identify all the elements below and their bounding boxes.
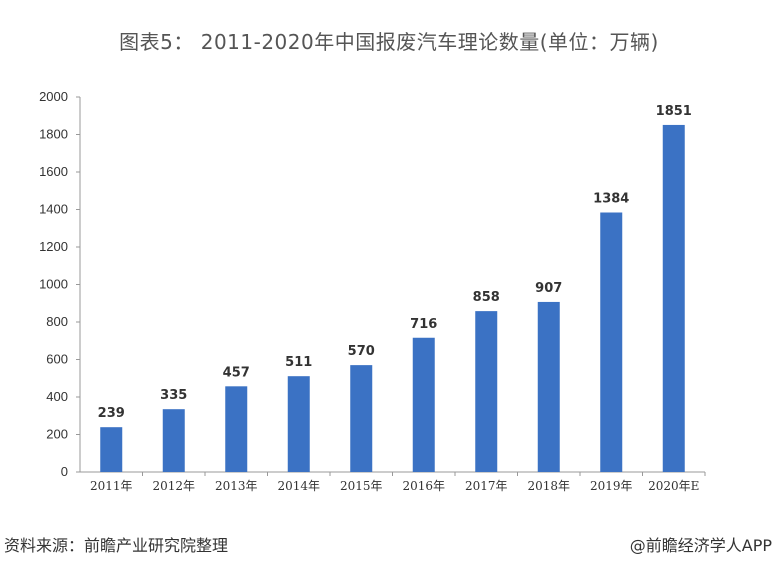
x-category-label: 2017年: [465, 479, 508, 493]
x-category-label: 2012年: [152, 479, 195, 493]
x-category-label: 2020年E: [648, 479, 699, 493]
x-category-label: 2013年: [215, 479, 258, 493]
bar-value-label: 907: [535, 281, 562, 296]
y-tick-label: 400: [46, 389, 68, 404]
y-tick-label: 800: [46, 314, 68, 329]
credit-note: @前瞻经济学人APP: [629, 536, 772, 555]
y-axis: 0 200 400 600 800 1000 1200 1400 1600 1800 2000: [39, 89, 81, 479]
y-tick-label: 2000: [39, 89, 68, 104]
x-category-label: 2014年: [277, 479, 320, 493]
x-category-label: 2015年: [340, 479, 383, 493]
bar: [100, 427, 123, 472]
bars: 239 335 457 511 570 716 858 907 1384 1851: [98, 104, 692, 472]
bar-value-label: 511: [285, 355, 312, 370]
bar-value-label: 457: [223, 365, 250, 380]
y-tick-label: 1400: [39, 202, 68, 217]
bar-value-label: 716: [410, 317, 437, 332]
bar-value-label: 570: [348, 344, 375, 359]
x-category-label: 2016年: [402, 479, 445, 493]
bar-chart: 0 200 400 600 800 1000 1200 1400 1600 1800 2000 20…: [39, 89, 706, 493]
x-category-label: 2011年: [90, 479, 133, 493]
x-axis: 2011年 2012年 2013年 2014年 2015年 2016年 2017年 2018年…: [80, 471, 706, 493]
bar: [600, 212, 623, 472]
y-tick-label: 1600: [39, 164, 68, 179]
bar: [662, 124, 685, 472]
x-category-label: 2018年: [527, 479, 570, 493]
y-tick-label: 600: [46, 352, 68, 367]
chart-title: 图表5： 2011-2020年中国报废汽车理论数量(单位：万辆): [119, 30, 659, 54]
x-category-label: 2019年: [590, 479, 633, 493]
y-tick-label: 0: [61, 464, 68, 479]
bar-value-label: 1384: [593, 192, 629, 207]
bar: [287, 376, 310, 472]
y-tick-label: 1000: [39, 277, 68, 292]
bar: [412, 337, 435, 472]
bar-value-label: 335: [160, 388, 187, 403]
y-tick-label: 1800: [39, 127, 68, 142]
bar-value-label: 858: [473, 290, 500, 305]
bar: [162, 409, 185, 472]
y-tick-label: 200: [46, 427, 68, 442]
bar: [350, 365, 373, 472]
bar: [537, 301, 560, 472]
bar-value-label: 239: [98, 406, 125, 421]
source-note: 资料来源：前瞻产业研究院整理: [4, 536, 229, 555]
bar: [225, 386, 248, 472]
bar-value-label: 1851: [656, 104, 692, 119]
y-tick-label: 1200: [39, 239, 68, 254]
bar: [475, 311, 498, 472]
